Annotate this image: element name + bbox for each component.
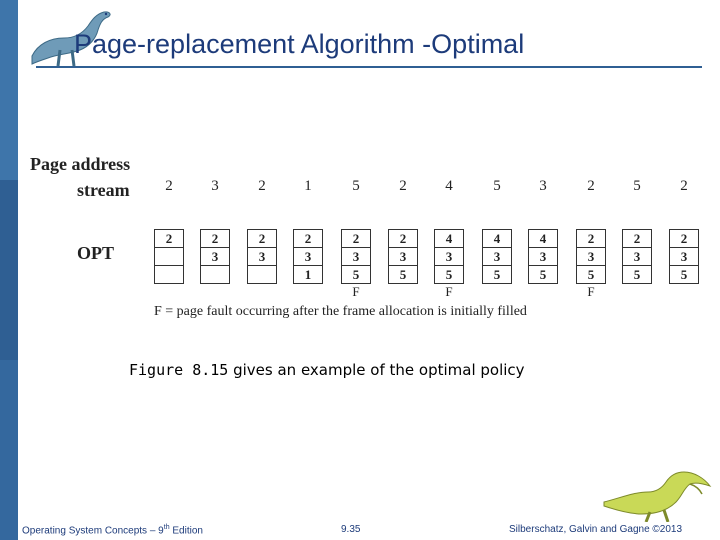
reference-page: 5 [633,178,641,194]
frame-cell: 3 [248,248,276,266]
figure-caption: Figure 8.15 gives an example of the opti… [129,361,525,379]
frame-cell: 3 [529,248,557,266]
frame-cell: 4 [435,230,463,248]
footer-book-prefix: Operating System Concepts – 9 [22,525,164,537]
frame-cell: 2 [248,230,276,248]
reference-page: 2 [587,178,595,194]
footer-book-title: Operating System Concepts – 9th Edition [22,524,203,536]
frame-cell: 4 [529,230,557,248]
frame-cell: 5 [445,267,453,282]
slide-title: Page-replacement Algorithm -Optimal [74,29,525,59]
frame-column: 2 [154,229,184,284]
reference-page: 2 [258,178,266,194]
title-underline [36,66,702,68]
frame-cell: 3 [577,248,605,266]
frame-cell: 3 [623,248,651,266]
frame-cell: 3 [342,248,370,266]
page-address-label: Page address [30,154,131,174]
frame-cell: 5 [633,267,641,282]
frame-cell [155,266,183,283]
frame-cell: 2 [623,230,651,248]
frame-cell: 2 [155,230,183,248]
reference-page: 2 [680,178,688,194]
reference-page: 2 [399,178,407,194]
reference-page: 2 [165,178,173,194]
frame-cell: 2 [201,230,229,248]
frame-cell: 4 [483,230,511,248]
reference-page: 4 [445,178,453,194]
reference-page: 5 [352,178,360,194]
frame-cell: 1 [304,267,312,282]
footer-page-number: 9.35 [341,524,361,535]
frame-cell: 2 [670,230,698,248]
reference-page: 3 [211,178,219,194]
frame-cell: 5 [493,267,501,282]
dinosaur-footer-icon [603,471,712,522]
footer-copyright: Silberschatz, Galvin and Gagne ©2013 [509,524,683,535]
opt-row-label: OPT [77,243,115,263]
frame-cell: 3 [435,248,463,266]
frame-cell: 5 [352,267,360,282]
frame-cell: 3 [201,248,229,266]
frame-cell: 2 [342,230,370,248]
sidebar-segment-bottom [0,360,18,540]
frame-cell: 3 [389,248,417,266]
frame-cell: 2 [389,230,417,248]
stream-label: stream [77,180,130,200]
reference-page: 1 [304,178,312,194]
footer-book-sup: th [163,524,170,531]
caption-text: gives an example of the optimal policy [228,361,525,379]
page-fault-marker: F [352,284,360,299]
frame-cell: 3 [483,248,511,266]
frame-cell: 2 [577,230,605,248]
frame-cell [248,266,276,283]
frame-cell: 2 [294,230,322,248]
sidebar-segment-top [0,0,18,180]
footer-book-suffix: Edition [169,525,203,537]
frame-cell: 5 [680,267,688,282]
sidebar-stripe [0,0,18,540]
reference-page: 3 [539,178,547,194]
frame-cell [201,266,229,283]
page-fault-marker: F [587,284,595,299]
frame-cell [155,248,183,266]
dinosaur-logo-icon [31,11,111,67]
frame-cell: 5 [399,267,407,282]
caption-figure-ref: Figure 8.15 [129,361,229,379]
frame-cell: 3 [294,248,322,266]
fault-note: F = page fault occurring after the frame… [154,304,527,319]
reference-page: 5 [493,178,501,194]
frame-cell: 3 [670,248,698,266]
frame-cell: 5 [587,267,595,282]
frame-cell: 5 [539,267,547,282]
page-fault-marker: F [445,284,453,299]
